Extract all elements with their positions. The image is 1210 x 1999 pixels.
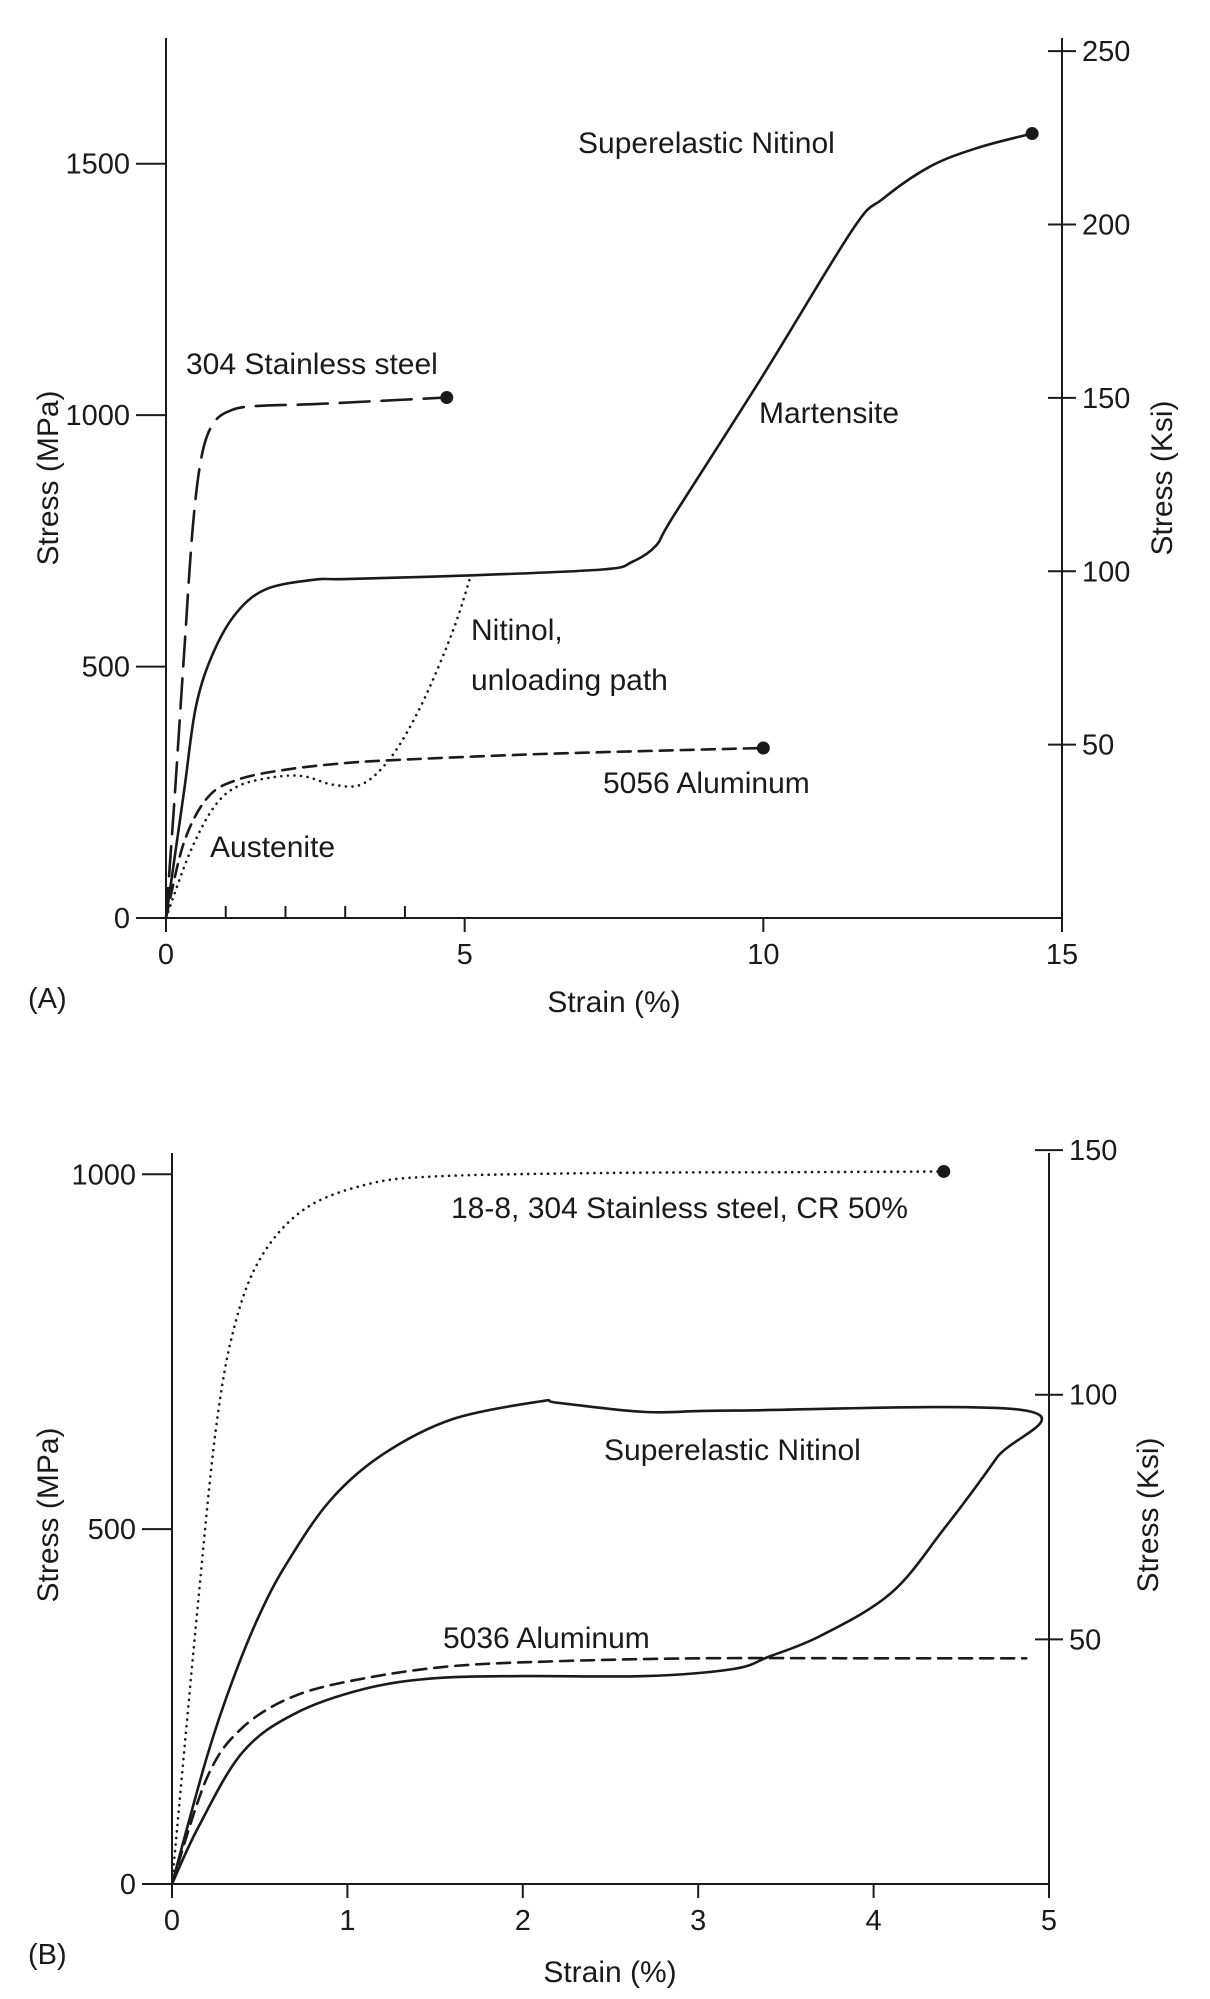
panel-b-label-superelastic-nitinol: Superelastic Nitinol <box>604 1434 861 1467</box>
panel-a-y-axis-label: Stress (MPa) <box>32 390 65 565</box>
x-tick-label: 5 <box>457 939 473 971</box>
panel-b-label-5036-aluminum: 5036 Aluminum <box>443 1622 650 1655</box>
series-end-marker-0 <box>440 391 454 405</box>
x-tick-label: 3 <box>690 1905 706 1937</box>
panel-a-x-axis-label: Strain (%) <box>547 986 680 1019</box>
x-tick-label: 5 <box>1041 1905 1057 1937</box>
y-tick-label: 1000 <box>71 1159 136 1191</box>
y-tick-label: 500 <box>88 1514 136 1546</box>
series-line-0 <box>164 396 448 920</box>
x-tick-label: 0 <box>164 1905 180 1937</box>
panel-a-label-austenite: Austenite <box>210 831 335 864</box>
x-tick-label: 0 <box>158 939 174 971</box>
panel-a-label-nitinol-unloading-2: unloading path <box>471 664 668 697</box>
series-line-0 <box>170 1170 946 1886</box>
panel-b-label: (B) <box>28 1939 67 1971</box>
series-line-2 <box>170 1656 1028 1886</box>
y-right-tick-label: 250 <box>1082 36 1130 68</box>
series-end-marker-1 <box>1025 127 1039 141</box>
series-end-marker-3 <box>756 741 770 755</box>
y-right-tick-label: 200 <box>1082 210 1130 242</box>
y-tick-label: 0 <box>120 1869 136 1901</box>
y-right-tick-label: 50 <box>1082 730 1114 762</box>
panel-b-x-axis-label: Strain (%) <box>543 1956 676 1989</box>
panel-b-y-axis-label: Stress (MPa) <box>32 1427 65 1602</box>
y-right-tick-label: 150 <box>1082 383 1130 415</box>
panel-a-label-nitinol-unloading-1: Nitinol, <box>471 614 563 647</box>
x-tick-label: 2 <box>515 1905 531 1937</box>
x-tick-label: 15 <box>1046 939 1078 971</box>
y-right-tick-label: 100 <box>1082 556 1130 588</box>
panel-a-label: (A) <box>28 983 67 1015</box>
y-right-tick-label: 50 <box>1069 1624 1101 1656</box>
panel-b-y-right-axis-label: Stress (Ksi) <box>1132 1437 1165 1592</box>
series-end-marker-0 <box>937 1164 951 1178</box>
panel-a-y-right-axis-label: Stress (Ksi) <box>1146 400 1179 555</box>
panel-a-label-304-stainless: 304 Stainless steel <box>186 348 438 381</box>
y-tick-label: 0 <box>114 903 130 935</box>
panel-b-label-304-stainless: 18-8, 304 Stainless steel, CR 50% <box>451 1192 908 1225</box>
x-tick-label: 4 <box>866 1905 882 1937</box>
y-tick-label: 1500 <box>65 149 130 181</box>
series-line-1 <box>164 132 1034 920</box>
x-tick-label: 10 <box>747 939 779 971</box>
series-line-2 <box>164 574 472 920</box>
y-right-tick-label: 150 <box>1069 1135 1117 1167</box>
panel-a-label-5056-aluminum: 5056 Aluminum <box>603 767 810 800</box>
series-line-3 <box>164 746 765 920</box>
panel-a-label-superelastic-nitinol: Superelastic Nitinol <box>578 127 835 160</box>
y-right-tick-label: 100 <box>1069 1380 1117 1412</box>
y-tick-label: 1000 <box>65 400 130 432</box>
y-tick-label: 500 <box>82 652 130 684</box>
series-line-1 <box>170 1398 1044 1886</box>
x-tick-label: 1 <box>339 1905 355 1937</box>
panel-a-label-martensite: Martensite <box>759 397 899 430</box>
